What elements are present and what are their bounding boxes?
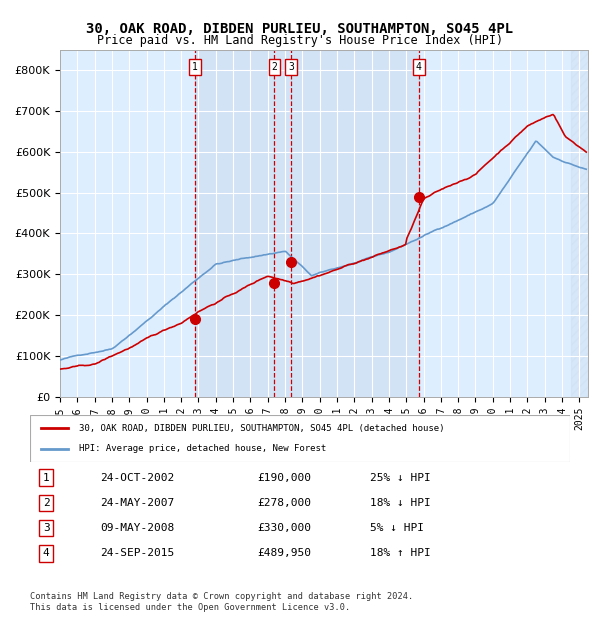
Text: 24-MAY-2007: 24-MAY-2007 [100, 498, 175, 508]
Text: 24-SEP-2015: 24-SEP-2015 [100, 548, 175, 559]
Text: 09-MAY-2008: 09-MAY-2008 [100, 523, 175, 533]
Bar [571, 50, 600, 397]
Text: 4: 4 [416, 62, 422, 72]
Text: £330,000: £330,000 [257, 523, 311, 533]
Text: 24-OCT-2002: 24-OCT-2002 [100, 472, 175, 482]
Text: 1: 1 [192, 62, 198, 72]
Text: 2: 2 [43, 498, 50, 508]
Text: 30, OAK ROAD, DIBDEN PURLIEU, SOUTHAMPTON, SO45 4PL: 30, OAK ROAD, DIBDEN PURLIEU, SOUTHAMPTO… [86, 22, 514, 36]
Text: Price paid vs. HM Land Registry's House Price Index (HPI): Price paid vs. HM Land Registry's House … [97, 34, 503, 47]
Text: 30, OAK ROAD, DIBDEN PURLIEU, SOUTHAMPTON, SO45 4PL (detached house): 30, OAK ROAD, DIBDEN PURLIEU, SOUTHAMPTO… [79, 424, 444, 433]
Text: £190,000: £190,000 [257, 472, 311, 482]
Text: 18% ↓ HPI: 18% ↓ HPI [370, 498, 431, 508]
Text: 2: 2 [272, 62, 277, 72]
Text: 5% ↓ HPI: 5% ↓ HPI [370, 523, 424, 533]
Text: 3: 3 [289, 62, 294, 72]
Text: 25% ↓ HPI: 25% ↓ HPI [370, 472, 431, 482]
Text: HPI: Average price, detached house, New Forest: HPI: Average price, detached house, New … [79, 445, 326, 453]
Text: 4: 4 [43, 548, 50, 559]
Text: 1: 1 [43, 472, 50, 482]
Text: £278,000: £278,000 [257, 498, 311, 508]
Text: 18% ↑ HPI: 18% ↑ HPI [370, 548, 431, 559]
Text: 3: 3 [43, 523, 50, 533]
Text: Contains HM Land Registry data © Crown copyright and database right 2024.
This d: Contains HM Land Registry data © Crown c… [30, 592, 413, 611]
Bar [195, 50, 419, 397]
FancyBboxPatch shape [30, 415, 570, 462]
Text: £489,950: £489,950 [257, 548, 311, 559]
